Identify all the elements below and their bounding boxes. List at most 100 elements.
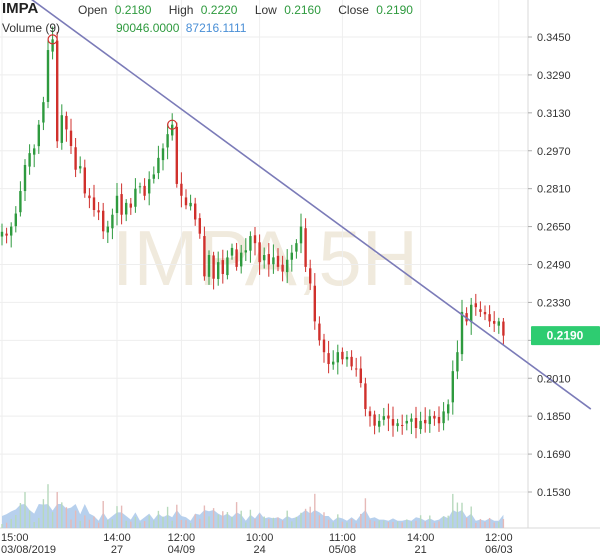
- y-tick-label: 0.2810: [537, 184, 571, 196]
- candle-body: [184, 197, 188, 206]
- open-value: 0.2180: [114, 3, 152, 17]
- candle-body: [345, 356, 349, 360]
- candle-body: [166, 134, 169, 148]
- price-axis: 0.3450 0.3290 0.3130 0.2970 0.2810 0.2650 0.24…: [528, 32, 571, 499]
- candle-body: [83, 167, 86, 194]
- candle-body: [483, 311, 487, 315]
- y-tick-label: 0.2490: [537, 260, 571, 272]
- candle-body: [171, 124, 174, 136]
- candle-body: [373, 414, 376, 426]
- candle-body: [194, 203, 197, 220]
- candle-body: [327, 353, 330, 365]
- candle-body: [419, 420, 422, 430]
- candle-body: [69, 130, 73, 147]
- candle-body: [65, 115, 68, 130]
- x-tick-sublabel: 04/09: [168, 544, 196, 556]
- candle-body: [46, 50, 50, 102]
- candle-body: [493, 320, 496, 324]
- x-tick-label: 11:00: [329, 532, 356, 544]
- candle-body: [322, 339, 326, 353]
- pivot-marker: [167, 119, 178, 130]
- volume-ma-value: 87216.1111: [185, 21, 247, 35]
- candle-body: [212, 255, 215, 279]
- candle-body: [23, 164, 27, 192]
- candle-body: [33, 148, 36, 155]
- open-label: Open: [78, 3, 108, 17]
- candle-body: [387, 415, 390, 419]
- candle-body: [221, 260, 224, 274]
- candle-body: [447, 404, 450, 414]
- candle-body: [60, 115, 63, 143]
- current-price-badge: 0.2190: [531, 326, 600, 346]
- candle-body: [350, 356, 353, 367]
- candle-body: [230, 247, 234, 256]
- y-tick-label: 0.1850: [537, 411, 571, 423]
- candle-series: [0, 26, 505, 439]
- x-tick-label: 10:00: [246, 532, 274, 544]
- candle-body: [106, 226, 109, 233]
- x-tick-sublabel: 24: [253, 544, 265, 556]
- candle-body: [198, 218, 201, 234]
- candle-body: [281, 264, 284, 272]
- candle-body: [396, 423, 399, 427]
- volume-area: [1, 484, 505, 528]
- low-value: 0.2160: [284, 3, 321, 17]
- candle-body: [0, 231, 4, 237]
- candle-body: [286, 259, 289, 273]
- candle-body: [437, 416, 441, 424]
- candle-body: [451, 371, 454, 403]
- candle-body: [336, 352, 339, 363]
- candle-body: [295, 243, 298, 252]
- candle-body: [102, 210, 105, 232]
- y-tick-label: 0.3290: [537, 70, 571, 82]
- candle-body: [37, 124, 40, 147]
- high-label: High: [168, 3, 194, 17]
- candle-body: [19, 191, 22, 213]
- x-tick-sublabel: 21: [414, 544, 426, 556]
- volume-readout: 90046.0000 87216.1111: [116, 21, 246, 35]
- volume-fill: [2, 504, 504, 528]
- symbol-title: IMPA: [2, 0, 39, 17]
- candle-body: [79, 166, 82, 169]
- candle-body: [299, 226, 303, 244]
- candle-body: [479, 309, 482, 312]
- time-axis: 15:0003/08/201914:002712:0004/0910:00241…: [1, 532, 513, 556]
- candle-body: [134, 188, 137, 207]
- candle-body: [129, 203, 132, 208]
- candle-body: [189, 202, 192, 207]
- low-label: Low: [254, 3, 277, 17]
- trendline: [31, 0, 592, 410]
- candle-body: [56, 40, 59, 142]
- close-value: 0.2190: [376, 3, 413, 17]
- candle-body: [401, 425, 404, 427]
- candle-body: [488, 314, 491, 322]
- candle-body: [460, 311, 464, 355]
- volume-label: Volume (9): [2, 21, 61, 35]
- candle-body: [497, 321, 500, 326]
- candle-body: [88, 195, 91, 199]
- candle-body: [111, 214, 114, 229]
- candle-body: [180, 183, 183, 196]
- candle-body: [175, 126, 178, 184]
- candle-body: [290, 252, 293, 260]
- candle-body: [332, 361, 335, 365]
- y-tick-label: 0.1690: [537, 449, 571, 461]
- x-tick-label: 14:00: [103, 532, 131, 544]
- candle-body: [115, 195, 119, 214]
- candle-body: [304, 228, 307, 267]
- candle-body: [92, 197, 96, 210]
- candle-body: [244, 250, 247, 253]
- candle-body: [474, 303, 477, 308]
- candle-body: [203, 236, 206, 277]
- y-tick-label: 0.1530: [537, 487, 571, 499]
- candle-body: [28, 153, 31, 167]
- candle-body: [51, 39, 54, 52]
- candle-body: [410, 418, 413, 422]
- candle-body: [470, 304, 473, 323]
- high-value: 0.2220: [200, 3, 238, 17]
- x-tick-label: 12:00: [168, 532, 196, 544]
- candle-body: [276, 255, 280, 267]
- candle-body: [263, 255, 266, 261]
- x-tick-label: 14:00: [407, 532, 435, 544]
- candle-body: [10, 226, 13, 236]
